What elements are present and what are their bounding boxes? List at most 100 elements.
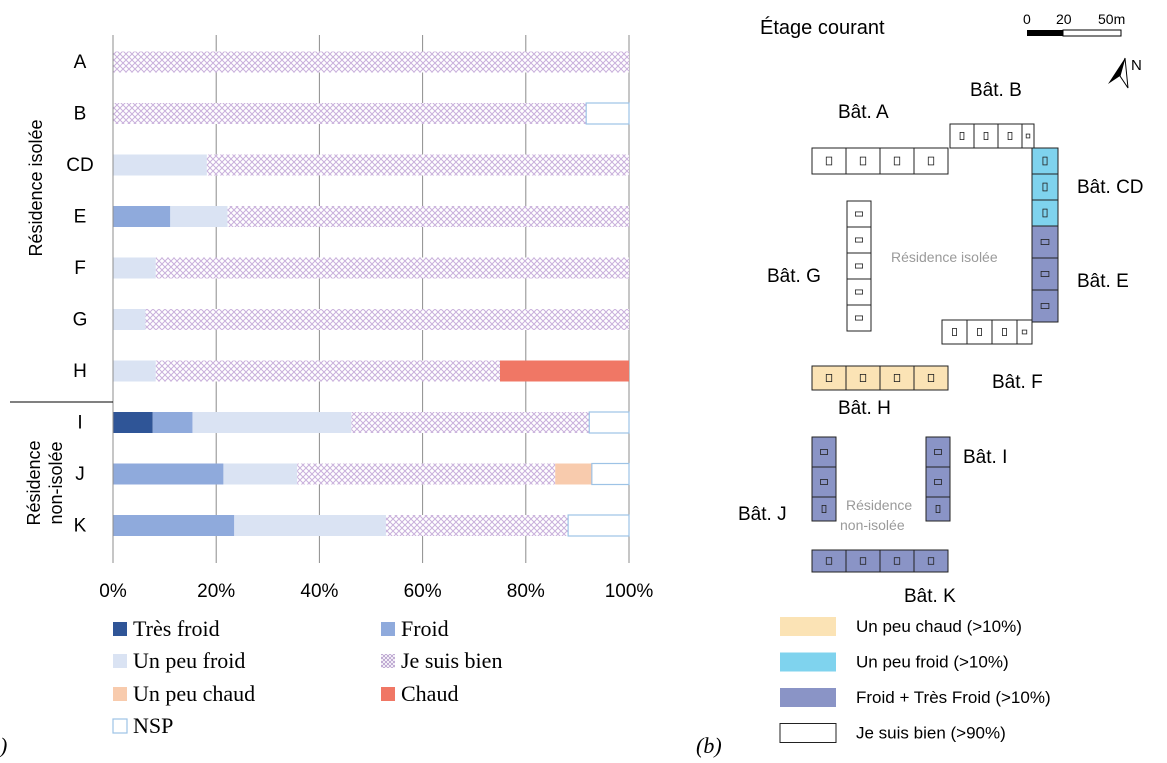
stair-core (820, 479, 829, 485)
building-unit (1031, 199, 1059, 227)
group-label-non-isolated-line2: non-isolée (46, 441, 66, 524)
stair-core (1002, 327, 1007, 336)
stair-core (821, 504, 827, 513)
legend-label-tres-froid: Très froid (133, 616, 220, 641)
category-labels: A B CD E F G H I J K (66, 52, 93, 537)
bar-j-je-suis-bien (297, 463, 556, 485)
bar-e-un-peu-froid (170, 206, 228, 227)
legend-swatch-un-peu-chaud (113, 687, 127, 701)
legend-label-chaud: Chaud (401, 681, 458, 706)
building-unit (811, 147, 847, 175)
buildings: Bât. A Bât. B Bât. CD Bât. E Bât. F Bât. G Bât… (738, 80, 1144, 607)
bar-i-je-suis-bien (351, 412, 590, 433)
chart-legend: Très froid Froid Un peu froid Je suis bien U… (112, 616, 502, 738)
building-unit (846, 226, 872, 254)
building-unit (811, 436, 837, 468)
category-label: J (75, 464, 85, 485)
scale-bar-segment-light (1062, 29, 1122, 37)
x-tick-label: 100% (605, 581, 654, 602)
map-legend-label-un-peu-froid-10: Un peu froid (>10%) (856, 653, 1009, 672)
map-legend: Un peu chaud (>10%) Un peu froid (>10%) Fr… (779, 617, 1051, 743)
stair-core (820, 449, 829, 455)
bar-b-je-suis-bien (113, 103, 587, 124)
legend-swatch-froid (381, 622, 395, 636)
legend-swatch-chaud (381, 687, 395, 701)
building-label-bat-e: Bât. E (1077, 271, 1129, 292)
map-legend-swatch-un-peu-froid-10 (780, 652, 836, 672)
building-label-bat-b: Bât. B (970, 80, 1022, 101)
category-label: K (74, 516, 87, 537)
building-unit (845, 147, 881, 175)
building-unit (811, 496, 837, 522)
stair-core (893, 156, 901, 166)
building-unit (846, 252, 872, 280)
bar-k-froid (113, 515, 235, 536)
stair-core (952, 327, 957, 336)
group-label-non-isolated: Résidence non-isolée (24, 440, 66, 525)
building-unit (811, 466, 837, 498)
zone-label-non-isolated-line2: non-isolée (840, 517, 905, 533)
bar-k-nsp (567, 514, 630, 537)
panel-a-label: ) (0, 733, 7, 758)
building-label-bat-h: Bât. H (838, 398, 891, 419)
bar-g-un-peu-froid (113, 309, 146, 330)
x-tick-label: 0% (99, 581, 127, 602)
category-label: H (73, 361, 87, 382)
stair-core (1040, 239, 1050, 245)
category-label: A (74, 52, 87, 73)
group-label-non-isolated-line1: Résidence (24, 440, 44, 525)
site-plan-map: Étage courant 0 20 50m N Résidence isolé… (696, 11, 1144, 758)
building-unit (1016, 319, 1033, 345)
building-unit (1021, 123, 1035, 149)
legend-swatch-tres-froid (113, 622, 127, 636)
bar-i-froid (152, 412, 193, 433)
x-tick-labels: 0% 20% 40% 60% 80% 100% (99, 581, 653, 602)
building-unit (1031, 225, 1059, 259)
stair-core (927, 156, 935, 166)
building-label-bat-k: Bât. K (904, 586, 956, 607)
stair-core (959, 131, 965, 140)
bar-e-je-suis-bien (227, 206, 629, 227)
stair-core (855, 315, 864, 321)
building-unit (1031, 289, 1059, 323)
building-label-bat-a: Bât. A (838, 102, 889, 123)
stair-core (983, 131, 989, 140)
bar-e-froid (113, 206, 171, 227)
stair-core (855, 263, 864, 269)
building-unit (1031, 257, 1059, 291)
scale-label-20: 20 (1056, 11, 1072, 27)
bars (113, 51, 630, 537)
building-bat-cd: Bât. CD (1031, 147, 1144, 227)
map-legend-swatch-un-peu-chaud-10 (780, 617, 836, 636)
scale-bar: 0 20 50m (1023, 11, 1125, 37)
building-unit (925, 436, 951, 468)
category-label: F (74, 258, 86, 279)
building-bat-b: Bât. B (949, 80, 1035, 149)
x-tick-label: 20% (197, 581, 235, 602)
bar-f-je-suis-bien (155, 257, 629, 279)
legend-swatch-nsp (112, 718, 128, 734)
stair-core (893, 557, 901, 565)
bar-cd-un-peu-froid (113, 154, 207, 176)
building-bat-g: Bât. G (767, 200, 872, 332)
bar-k-un-peu-froid (234, 515, 386, 536)
zone-label-isolated: Résidence isolée (891, 249, 998, 265)
legend-label-un-peu-chaud: Un peu chaud (133, 681, 255, 706)
building-unit (811, 549, 847, 573)
stair-core (934, 479, 943, 485)
x-tick-label: 40% (300, 581, 338, 602)
building-unit (811, 365, 847, 391)
stair-core (977, 327, 982, 336)
category-label: G (73, 310, 88, 331)
building-unit (925, 496, 951, 522)
building-unit (846, 200, 872, 228)
building-bat-a: Bât. A (811, 102, 949, 175)
scale-label-50m: 50m (1098, 11, 1125, 27)
building-unit (991, 319, 1018, 345)
bar-cd-je-suis-bien (206, 154, 630, 176)
building-unit (949, 123, 975, 149)
building-unit (846, 278, 872, 306)
map-legend-label-un-peu-chaud-10: Un peu chaud (>10%) (856, 617, 1022, 636)
stair-core (935, 504, 941, 513)
map-title: Étage courant (760, 16, 885, 39)
